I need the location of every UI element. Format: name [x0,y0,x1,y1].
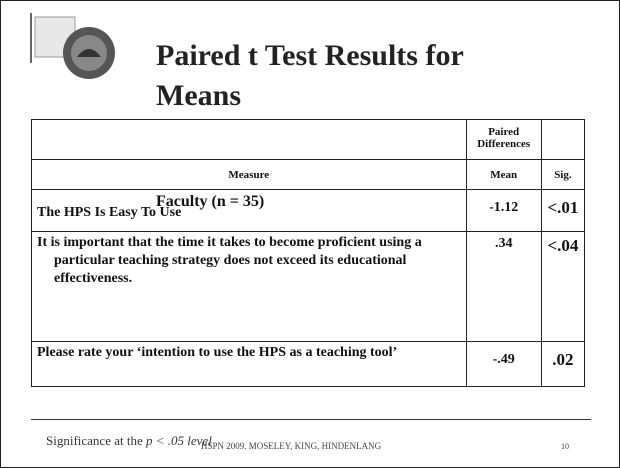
results-table: Paired Differences Measure Mean Sig. The… [31,119,586,387]
group-header: Paired Differences [465,119,542,160]
sig: .02 [540,341,586,387]
column-header: Sig. [540,159,586,190]
sig: <.01 [540,189,586,232]
slide-title: Means [156,79,241,112]
column-header: Mean [465,159,542,190]
footnote-lead: Significance at the [46,433,143,448]
measure: It is important that the time it takes t… [31,231,467,342]
mean: -.49 [465,341,542,387]
subgroup-label: Faculty (n = 35) [156,193,265,210]
measure: The HPS Is Easy To Use [31,189,467,232]
footnote-italic: p < .05 level [146,433,212,448]
footer: HSPN 2009. MOSELEY, KING, HINDENLANG [201,441,382,451]
sig: <.04 [540,231,586,342]
mean: .34 [465,231,542,342]
mean: -1.12 [465,189,542,232]
measure: Please rate your ‘intention to use the H… [31,341,467,387]
column-header: Measure [31,159,467,190]
footnote: Significance at the p < .05 level [46,433,212,449]
logo [30,13,115,79]
slide-title: Paired t Test Results for [156,39,464,72]
page-number: 10 [561,442,569,451]
footer-rule [31,419,591,420]
blank-cell [540,119,586,160]
blank-cell [31,119,467,160]
